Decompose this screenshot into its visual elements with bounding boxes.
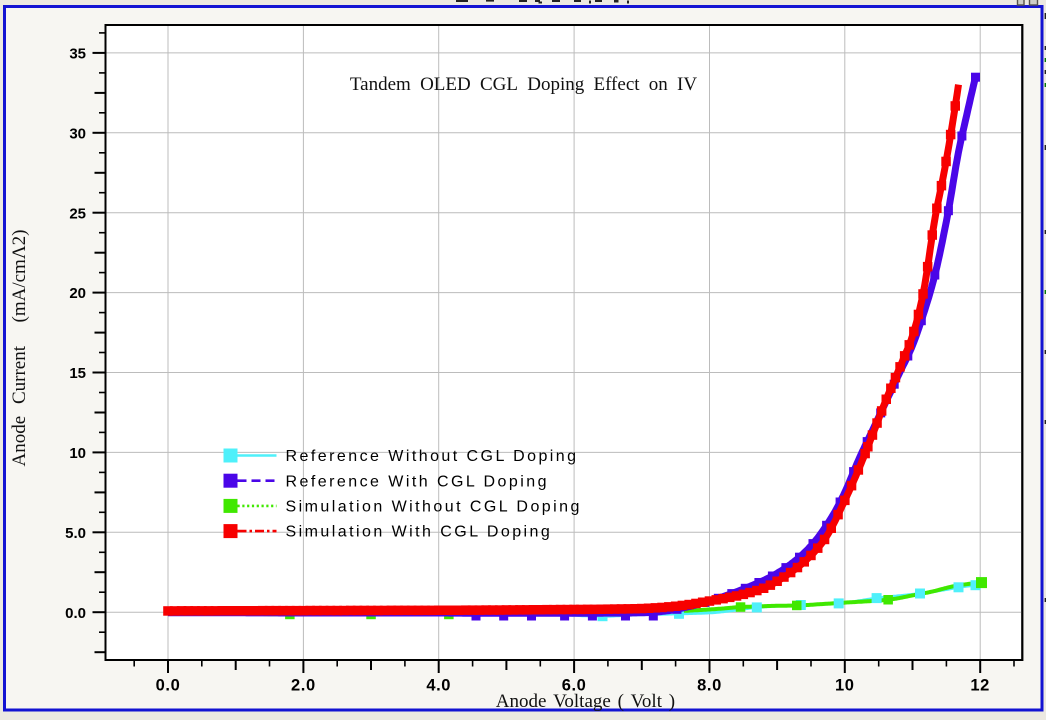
svg-text:4.0: 4.0 (426, 677, 451, 695)
svg-text:0.0: 0.0 (65, 605, 86, 622)
svg-text:Simulation Without CGL Doping: Simulation Without CGL Doping (286, 499, 582, 516)
svg-text:30: 30 (69, 125, 86, 142)
svg-text:20: 20 (69, 285, 86, 302)
svg-text:10: 10 (835, 677, 855, 695)
svg-text:Simulation With CGL Doping: Simulation With CGL Doping (286, 524, 553, 541)
svg-text:35: 35 (69, 46, 86, 63)
svg-text:6.0: 6.0 (562, 677, 587, 695)
svg-text:Reference With CGL Doping: Reference With CGL Doping (286, 473, 549, 490)
svg-text:Anode Current (mA/cmΛ2): Anode Current (mA/cmΛ2) (9, 230, 30, 467)
svg-text:Anode Voltage ( Volt ): Anode Voltage ( Volt ) (496, 691, 675, 712)
svg-text:5.0: 5.0 (65, 525, 86, 542)
svg-text:Tandem OLED CGL Doping Effect: Tandem OLED CGL Doping Effect on IV (350, 74, 697, 95)
svg-text:12: 12 (970, 677, 990, 695)
svg-text:Reference Without CGL Doping: Reference Without CGL Doping (286, 448, 579, 465)
svg-text:0.0: 0.0 (156, 677, 181, 695)
svg-text:25: 25 (69, 205, 86, 222)
svg-text:10: 10 (69, 445, 86, 462)
svg-text:2.0: 2.0 (291, 677, 316, 695)
svg-text:15: 15 (69, 365, 86, 382)
svg-text:8.0: 8.0 (697, 677, 722, 695)
